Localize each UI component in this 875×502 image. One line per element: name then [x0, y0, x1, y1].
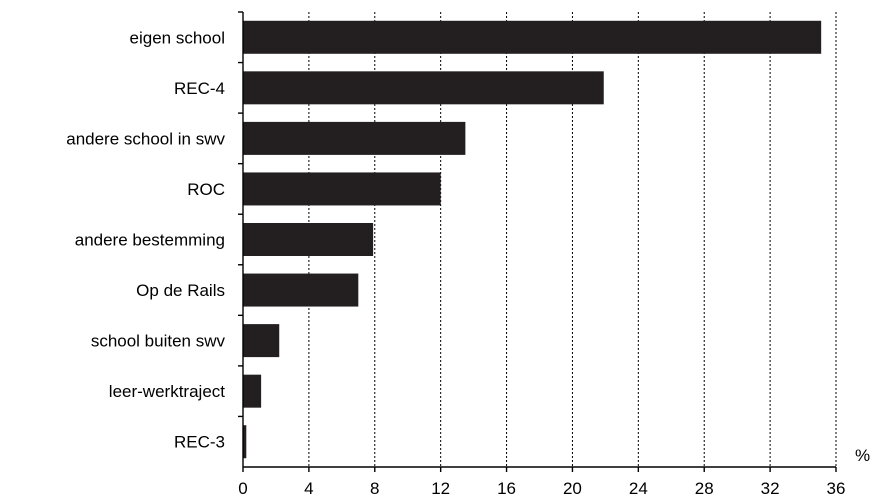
- category-label-school-buiten-swv: school buiten swv: [91, 332, 226, 351]
- x-tick-label-28: 28: [695, 479, 714, 498]
- axis-layer: [238, 11, 837, 472]
- bar-eigen-school: [243, 20, 822, 54]
- x-tick-label-12: 12: [431, 479, 450, 498]
- category-label-rec-3: REC-3: [174, 433, 225, 452]
- category-label-op-de-rails: Op de Rails: [136, 281, 225, 300]
- x-tick-label-36: 36: [827, 479, 846, 498]
- bar-rec-3: [243, 425, 247, 459]
- x-tick-label-0: 0: [238, 479, 247, 498]
- category-label-roc: ROC: [187, 180, 225, 199]
- category-label-rec-4: REC-4: [174, 79, 225, 98]
- x-tick-label-24: 24: [629, 479, 648, 498]
- bar-layer: [243, 20, 822, 459]
- category-label-andere-bestemming: andere bestemming: [75, 231, 225, 250]
- x-tick-label-32: 32: [761, 479, 780, 498]
- label-layer: 0 4 8 12 16 20 24 28 32 36 eigen school REC-4 andere…: [66, 28, 845, 498]
- bar-andere-bestemming: [243, 223, 374, 256]
- category-label-andere-school-in-swv: andere school in swv: [66, 129, 225, 148]
- x-tick-label-16: 16: [497, 479, 516, 498]
- bar-andere-school-in-swv: [243, 121, 466, 155]
- bar-rec-4: [243, 71, 604, 105]
- bar-school-buiten-swv: [243, 324, 280, 358]
- bar-leer-werktraject: [243, 374, 262, 408]
- bar-op-de-rails: [243, 273, 359, 307]
- x-axis-unit-label: %: [855, 446, 870, 465]
- category-label-leer-werktraject: leer-werktraject: [109, 382, 225, 401]
- bar-roc: [243, 172, 441, 206]
- x-tick-label-8: 8: [370, 479, 379, 498]
- x-tick-label-20: 20: [563, 479, 582, 498]
- x-tick-label-4: 4: [304, 479, 313, 498]
- category-label-eigen-school: eigen school: [130, 28, 225, 47]
